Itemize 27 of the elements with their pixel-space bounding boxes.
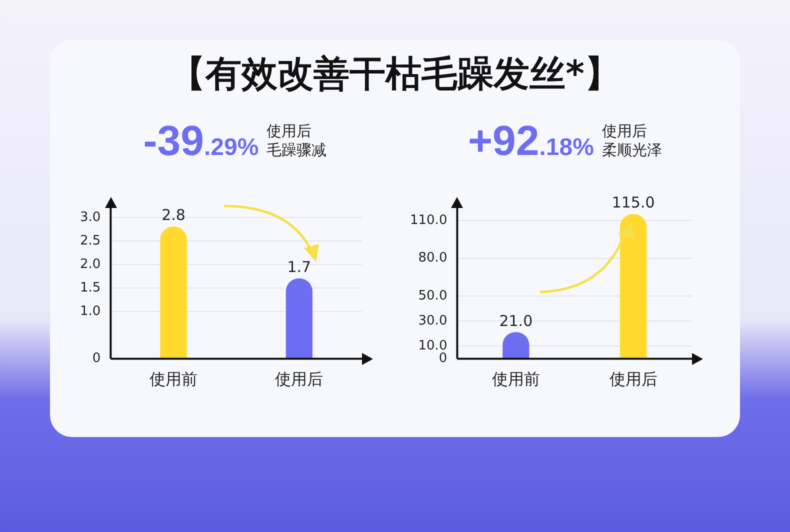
- chart-subtitle: +92.18%: [468, 117, 594, 164]
- y-tick-label: 30.0: [418, 313, 448, 328]
- text: 使用后: [266, 122, 313, 141]
- y-tick-label: 50.0: [418, 288, 448, 304]
- y-tick-label: 80.0: [418, 250, 448, 266]
- y-tick-label: 1.5: [80, 280, 101, 296]
- y-tick-label: 110.0: [410, 212, 448, 228]
- y-tick-label: 0: [438, 351, 448, 366]
- y-tick-label: 2.0: [80, 256, 101, 272]
- y-tick-label: 2.5: [80, 233, 101, 248]
- x-tick-label: 使用后: [275, 370, 324, 389]
- x-tick-label: 使用后: [609, 370, 658, 389]
- y-tick-label: 10.0: [418, 338, 448, 354]
- y-tick-label: 1.0: [80, 304, 101, 320]
- y-tick-label: 3.0: [80, 210, 101, 225]
- text: 毛躁骤减: [266, 141, 327, 160]
- text: 柔顺光泽: [602, 141, 662, 160]
- data-label: 1.7: [287, 258, 312, 276]
- x-tick-label: 使用前: [150, 370, 198, 389]
- text: 使用后: [602, 122, 648, 141]
- data-label: 21.0: [499, 312, 533, 330]
- data-label: 2.8: [162, 206, 186, 224]
- chart-subtitle: -39.29%: [143, 117, 259, 164]
- y-tick-label: 0: [92, 351, 101, 366]
- data-label: 115.0: [612, 194, 655, 212]
- x-tick-label: 使用前: [492, 370, 540, 389]
- chart-title: 【有效改善干枯毛躁发丝*】: [168, 53, 622, 97]
